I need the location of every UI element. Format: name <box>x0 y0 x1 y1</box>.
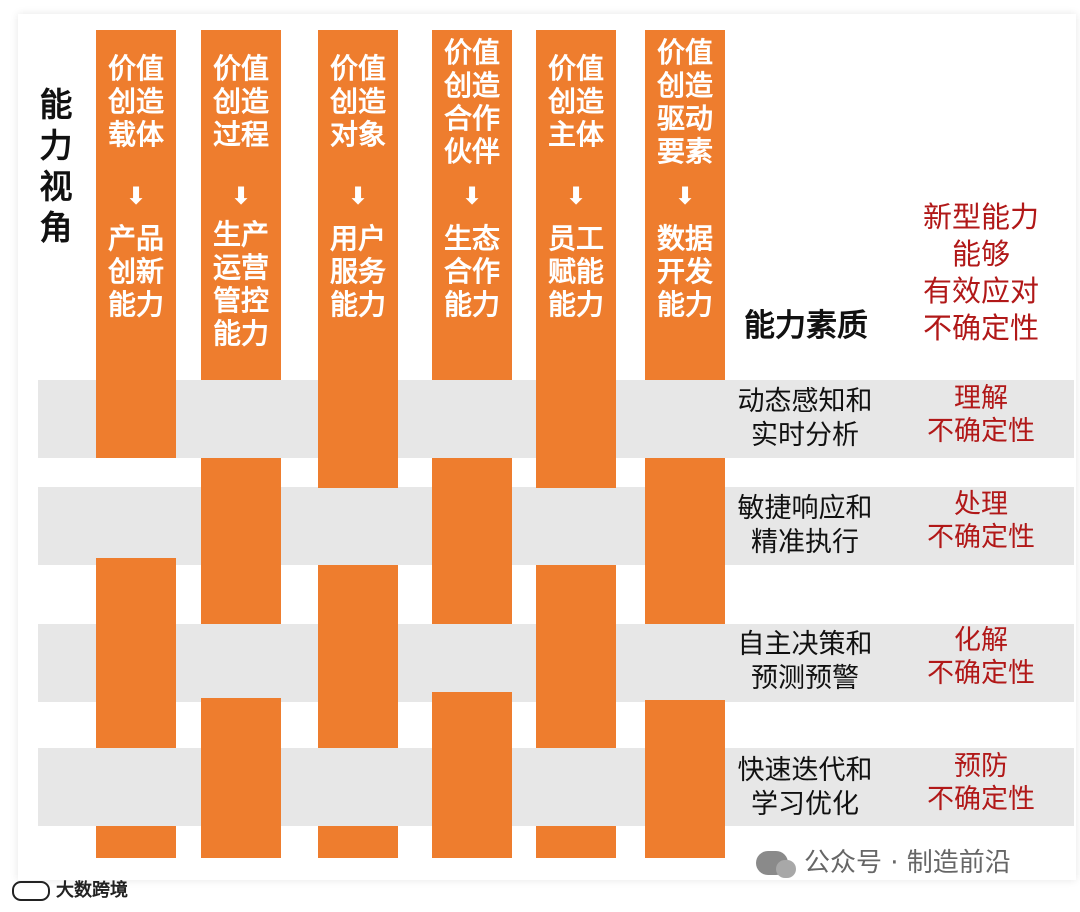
column-3-capability: 用户 服务 能力 <box>329 222 386 321</box>
row-2-quality: 敏捷响应和 精准执行 <box>737 493 873 558</box>
capability-quality-title: 能力素质 <box>744 308 868 344</box>
column-6-capability: 数据 开发 能力 <box>656 222 713 321</box>
row-1-quality: 动态感知和 实时分析 <box>737 386 873 451</box>
row-1-effect: 理解 不确定性 <box>927 383 1035 447</box>
column-5-carrier: 价值 创造 主体 <box>547 52 604 151</box>
row-4-effect: 预防 不确定性 <box>927 751 1035 815</box>
column-5-segment <box>536 565 616 748</box>
column-2-arrow-icon: ⬇ <box>230 182 252 210</box>
source-text: 大数跨境 <box>56 880 128 901</box>
column-2-capability: 生产 运营 管控 能力 <box>212 218 269 350</box>
column-3-arrow-icon: ⬇ <box>347 182 369 210</box>
column-1-carrier: 价值 创造 载体 <box>107 52 164 151</box>
column-5-segment <box>536 30 616 488</box>
column-2-segment <box>201 458 281 624</box>
column-4-arrow-icon: ⬇ <box>461 182 483 210</box>
column-5-segment <box>536 826 616 858</box>
column-1-arrow-icon: ⬇ <box>125 182 147 210</box>
column-4-carrier: 价值 创造 合作 伙伴 <box>443 36 500 168</box>
column-4-capability: 生态 合作 能力 <box>443 222 500 321</box>
column-5-arrow-icon: ⬇ <box>565 182 587 210</box>
column-4-segment <box>432 30 512 380</box>
column-6-carrier: 价值 创造 驱动 要素 <box>656 36 713 168</box>
column-1-segment <box>96 826 176 858</box>
column-2-segment <box>201 30 281 380</box>
capability-lens-label: 能 力 视 角 <box>39 85 73 247</box>
column-3-segment <box>318 30 398 488</box>
wechat-watermark: 公众号 · 制造前沿 <box>756 846 1011 880</box>
source-watermark: 大数跨境 <box>12 878 128 904</box>
column-4-segment <box>432 692 512 858</box>
column-6-segment <box>645 458 725 624</box>
column-2-carrier: 价值 创造 过程 <box>212 52 269 151</box>
column-3-carrier: 价值 创造 对象 <box>329 52 386 151</box>
column-2-segment <box>201 698 281 858</box>
watermark-text: 公众号 · 制造前沿 <box>804 848 1011 878</box>
row-2-effect: 处理 不确定性 <box>927 489 1035 553</box>
column-1-segment <box>96 30 176 458</box>
row-4-quality: 快速迭代和 学习优化 <box>737 755 873 820</box>
new-capability-headline: 新型能力 能够 有效应对 不确定性 <box>922 200 1039 345</box>
column-6-arrow-icon: ⬇ <box>674 182 696 210</box>
column-3-segment <box>318 565 398 748</box>
row-3-quality: 自主决策和 预测预警 <box>737 629 873 694</box>
column-1-capability: 产品 创新 能力 <box>107 222 164 321</box>
row-3-effect: 化解 不确定性 <box>927 625 1035 689</box>
source-logo-icon <box>12 881 50 901</box>
column-4-segment <box>432 458 512 624</box>
column-3-segment <box>318 826 398 858</box>
column-5-capability: 员工 赋能 能力 <box>547 222 604 321</box>
column-1-segment <box>96 558 176 748</box>
column-6-segment <box>645 700 725 858</box>
column-6-segment <box>645 30 725 380</box>
wechat-icon <box>756 851 796 878</box>
